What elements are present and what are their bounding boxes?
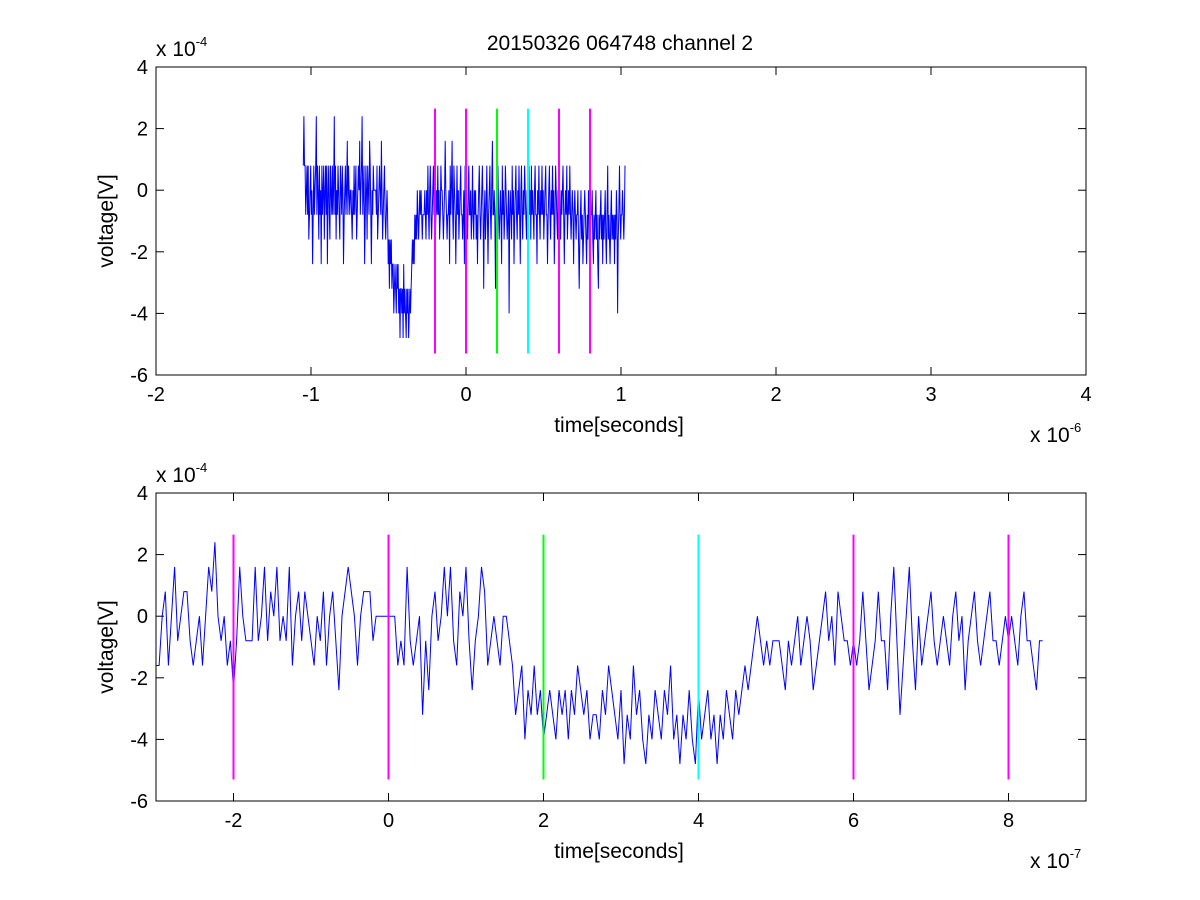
x-tick-label: 6 [848,810,859,832]
x-tick-label: 4 [1080,384,1091,406]
figure-title: 20150326 064748 channel 2 [487,32,753,55]
y-multiplier-base: x 10 [156,38,196,61]
top-subplot: -2 -1 0 1 2 3 4 -6 -4 -2 0 2 4 time[seconds] voltage[V… [95,34,1092,447]
x-tick-label: 0 [460,384,471,406]
x-multiplier: x 10-6 [1030,420,1081,447]
x-tick-label: -1 [302,384,320,406]
x-multiplier-exponent: -6 [1070,420,1082,435]
x-tick-label: 1 [615,384,626,406]
y-tick-label: -4 [130,303,148,325]
bottom-subplot: -2 0 2 4 6 8 -6 -4 -2 0 2 4 time[seconds] voltage[V] x… [95,460,1087,873]
y-tick-label: 0 [137,606,148,628]
x-multiplier: x 10-7 [1030,846,1081,873]
x-tick-label: -2 [147,384,165,406]
x-multiplier-exponent: -7 [1070,846,1082,861]
voltage-trace [302,116,626,339]
y-tick-label: -2 [130,242,148,264]
y-tick-label: 0 [137,180,148,202]
y-multiplier: x 10-4 [156,34,207,61]
y-tick-label: -6 [130,791,148,813]
y-tick-label: 2 [137,545,148,567]
x-tick-label: 2 [770,384,781,406]
y-tick-label: 2 [137,119,148,141]
y-tick-label: 4 [137,483,148,505]
y-multiplier-exponent: -4 [196,34,208,49]
x-tick-label: -2 [225,810,243,832]
x-multiplier-base: x 10 [1030,424,1070,447]
y-tick-label: -6 [130,365,148,387]
y-tick-label: -2 [130,668,148,690]
x-tick-label: 0 [383,810,394,832]
x-tick-label: 3 [925,384,936,406]
y-axis-label: voltage[V] [95,600,118,693]
x-axis-label: time[seconds] [554,414,684,437]
x-axis-label: time[seconds] [554,840,684,863]
x-multiplier-base: x 10 [1030,850,1070,873]
voltage-trace [156,542,1043,765]
y-multiplier: x 10-4 [156,460,207,487]
y-axis-label: voltage[V] [95,174,118,267]
y-multiplier-base: x 10 [156,464,196,487]
axes-frame [155,492,1087,802]
x-tick-label: 4 [693,810,704,832]
y-tick-label: 4 [137,57,148,79]
y-multiplier-exponent: -4 [196,460,208,475]
x-tick-label: 2 [538,810,549,832]
x-tick-label: 8 [1003,810,1014,832]
y-tick-label: -4 [130,729,148,751]
